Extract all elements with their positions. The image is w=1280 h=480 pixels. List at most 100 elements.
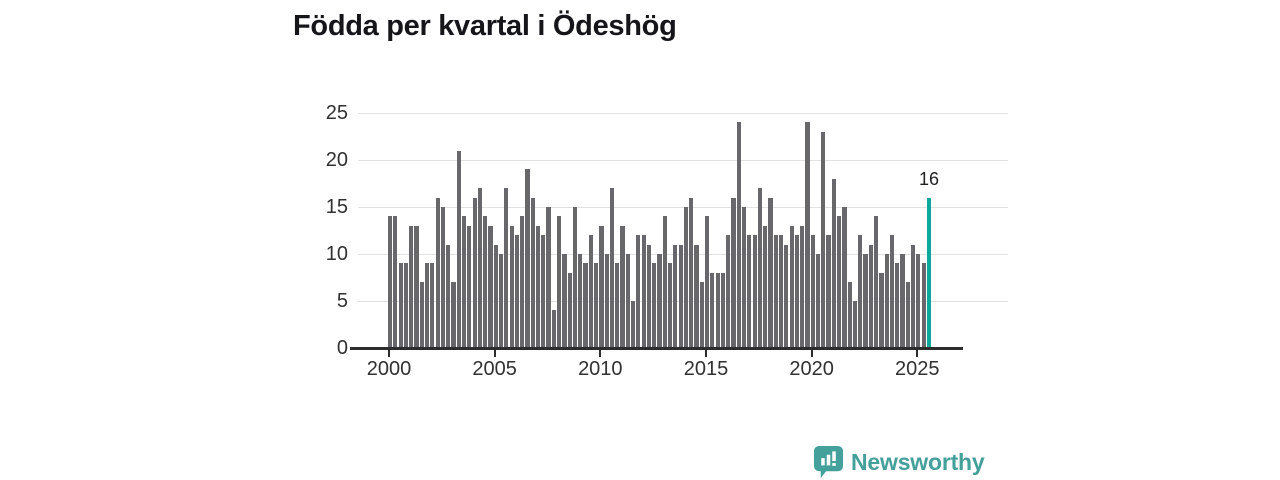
bar bbox=[504, 188, 509, 348]
bar bbox=[461, 216, 467, 348]
bar bbox=[599, 225, 604, 348]
bar bbox=[784, 244, 789, 348]
newsworthy-logo: Newsworthy bbox=[813, 445, 985, 479]
y-axis-tick-label: 25 bbox=[325, 102, 348, 124]
y-axis-tick-label: 0 bbox=[336, 337, 348, 359]
bar bbox=[805, 122, 810, 348]
bar bbox=[852, 301, 858, 348]
bar bbox=[847, 282, 852, 348]
x-axis-tick-label: 2000 bbox=[366, 358, 412, 380]
bar bbox=[911, 244, 916, 348]
bar bbox=[636, 235, 641, 348]
bar bbox=[763, 225, 768, 348]
bar bbox=[393, 216, 398, 348]
bar bbox=[752, 235, 757, 348]
bar bbox=[678, 244, 683, 348]
bar bbox=[388, 216, 393, 348]
y-axis-tick-label: 5 bbox=[336, 290, 348, 312]
x-axis-tick bbox=[810, 350, 813, 357]
bar bbox=[810, 235, 815, 348]
bar bbox=[509, 225, 514, 348]
bar bbox=[900, 254, 905, 348]
bar bbox=[710, 272, 715, 348]
bar bbox=[789, 225, 794, 348]
bar bbox=[720, 272, 726, 348]
bar bbox=[641, 235, 646, 348]
bar bbox=[673, 244, 678, 348]
bar bbox=[588, 235, 593, 348]
bar bbox=[578, 254, 583, 348]
bar bbox=[863, 254, 868, 348]
gridline bbox=[358, 253, 1008, 255]
bar bbox=[446, 244, 451, 348]
bar bbox=[773, 235, 778, 348]
bar bbox=[440, 207, 446, 348]
x-axis-tick bbox=[916, 350, 919, 357]
x-axis-tick-label: 2020 bbox=[789, 358, 834, 380]
bar bbox=[879, 272, 884, 348]
bar bbox=[409, 225, 414, 348]
y-axis-tick-label: 10 bbox=[325, 243, 348, 265]
bar bbox=[562, 254, 567, 348]
bar bbox=[726, 235, 731, 348]
bar bbox=[583, 263, 588, 348]
bar bbox=[715, 272, 720, 348]
x-axis-tick bbox=[704, 350, 707, 357]
bar bbox=[889, 235, 895, 348]
bar bbox=[398, 263, 403, 348]
bar bbox=[615, 263, 620, 348]
bar bbox=[520, 216, 525, 348]
bar bbox=[546, 207, 551, 348]
bar bbox=[631, 301, 636, 348]
bar bbox=[831, 178, 836, 348]
bar bbox=[488, 225, 493, 348]
bar bbox=[736, 122, 741, 348]
bar bbox=[837, 216, 842, 348]
bar bbox=[699, 282, 704, 348]
bar bbox=[594, 263, 599, 348]
bar bbox=[483, 216, 488, 348]
bar bbox=[826, 235, 831, 348]
bar bbox=[905, 282, 910, 348]
bar bbox=[403, 263, 409, 348]
x-axis-tick-label: 2015 bbox=[683, 358, 729, 380]
bar bbox=[572, 207, 578, 348]
bar bbox=[921, 263, 926, 348]
bar bbox=[430, 263, 435, 348]
speech-bubble-bar-chart-icon bbox=[813, 445, 844, 479]
bar bbox=[667, 263, 673, 348]
bar bbox=[551, 310, 556, 348]
bar bbox=[472, 197, 477, 348]
bar bbox=[895, 263, 900, 348]
bar bbox=[858, 235, 863, 348]
bar bbox=[609, 188, 615, 348]
bar bbox=[541, 235, 546, 348]
bar bbox=[419, 282, 424, 348]
gridline bbox=[358, 159, 1008, 161]
gridline bbox=[358, 206, 1008, 208]
bar bbox=[620, 225, 625, 348]
x-axis-tick bbox=[599, 350, 602, 357]
bar bbox=[757, 188, 762, 348]
bar bbox=[683, 207, 689, 348]
highlight-bar bbox=[926, 197, 932, 348]
x-axis-tick-label: 2025 bbox=[895, 358, 940, 380]
bar bbox=[884, 254, 889, 348]
x-axis-tick bbox=[493, 350, 496, 357]
chart-title: Födda per kvartal i Ödeshög bbox=[293, 10, 677, 42]
bar bbox=[731, 197, 736, 348]
bar bbox=[916, 254, 921, 348]
bar bbox=[493, 244, 498, 348]
bar bbox=[662, 216, 667, 348]
bar bbox=[689, 197, 694, 348]
bar bbox=[625, 254, 630, 348]
bar bbox=[451, 282, 456, 348]
bar bbox=[768, 197, 773, 348]
bar bbox=[514, 235, 519, 348]
bar bbox=[498, 254, 504, 348]
bar bbox=[874, 216, 879, 348]
x-axis-line bbox=[350, 347, 963, 350]
bar bbox=[741, 207, 747, 348]
bar bbox=[414, 225, 419, 348]
